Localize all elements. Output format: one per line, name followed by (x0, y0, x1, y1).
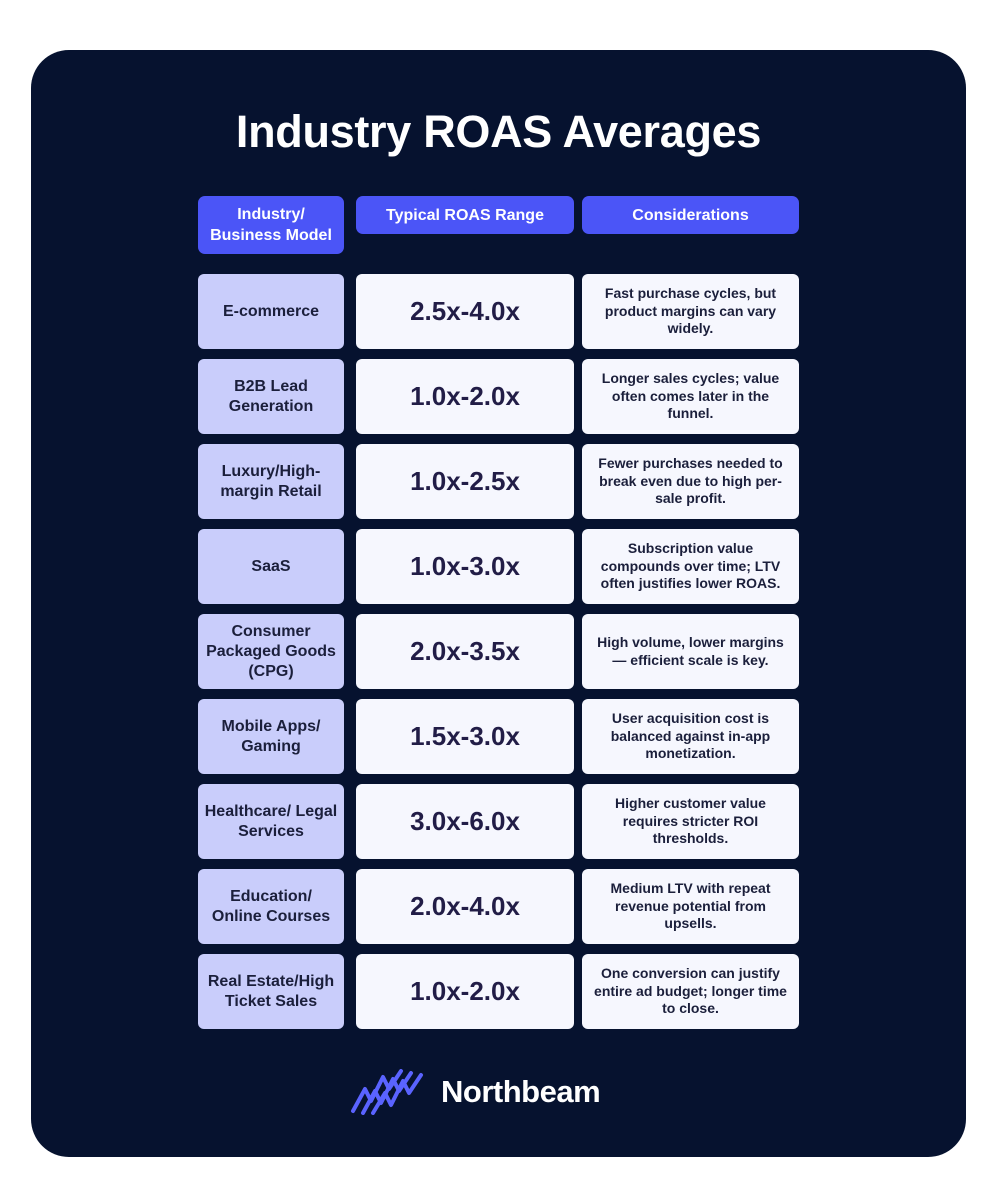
industry-cell: Healthcare/ Legal Services (198, 784, 344, 859)
considerations-cell: Higher customer value requires stricter … (582, 784, 799, 859)
industry-cell: Education/ Online Courses (198, 869, 344, 944)
considerations-cell: Fewer purchases needed to break even due… (582, 444, 799, 519)
table-row: Real Estate/High Ticket Sales 1.0x-2.0x … (31, 954, 966, 1029)
considerations-cell: One conversion can justify entire ad bud… (582, 954, 799, 1029)
table-row: Healthcare/ Legal Services 3.0x-6.0x Hig… (31, 784, 966, 859)
considerations-cell: User acquisition cost is balanced agains… (582, 699, 799, 774)
industry-cell: Mobile Apps/ Gaming (198, 699, 344, 774)
industry-cell: Luxury/High-margin Retail (198, 444, 344, 519)
northbeam-logo: Northbeam (349, 1068, 601, 1116)
table-row: B2B Lead Generation 1.0x-2.0x Longer sal… (31, 359, 966, 434)
roas-range-cell: 2.0x-3.5x (356, 614, 574, 689)
industry-cell: Consumer Packaged Goods (CPG) (198, 614, 344, 689)
header-industry: Industry/ Business Model (198, 196, 344, 254)
roas-range-cell: 3.0x-6.0x (356, 784, 574, 859)
industry-cell: Real Estate/High Ticket Sales (198, 954, 344, 1029)
brand-name: Northbeam (441, 1074, 601, 1109)
considerations-cell: Medium LTV with repeat revenue potential… (582, 869, 799, 944)
roas-range-cell: 1.0x-2.0x (356, 954, 574, 1029)
table-row: Luxury/High-margin Retail 1.0x-2.5x Fewe… (31, 444, 966, 519)
table-row: E-commerce 2.5x-4.0x Fast purchase cycle… (31, 274, 966, 349)
header-roas-range: Typical ROAS Range (356, 196, 574, 234)
industry-cell: SaaS (198, 529, 344, 604)
considerations-cell: Subscription value compounds over time; … (582, 529, 799, 604)
table-row: Consumer Packaged Goods (CPG) 2.0x-3.5x … (31, 614, 966, 689)
considerations-cell: Longer sales cycles; value often comes l… (582, 359, 799, 434)
table-row: SaaS 1.0x-3.0x Subscription value compou… (31, 529, 966, 604)
roas-range-cell: 2.0x-4.0x (356, 869, 574, 944)
infographic-card: Industry ROAS Averages Industry/ Busines… (31, 50, 966, 1157)
page-title: Industry ROAS Averages (235, 106, 762, 157)
considerations-cell: High volume, lower margins — efficient s… (582, 614, 799, 689)
industry-cell: B2B Lead Generation (198, 359, 344, 434)
roas-range-cell: 1.0x-2.5x (356, 444, 574, 519)
considerations-cell: Fast purchase cycles, but product margin… (582, 274, 799, 349)
roas-range-cell: 2.5x-4.0x (356, 274, 574, 349)
roas-range-cell: 1.0x-2.0x (356, 359, 574, 434)
northbeam-logo-icon (349, 1069, 427, 1115)
roas-range-cell: 1.5x-3.0x (356, 699, 574, 774)
table-row: Education/ Online Courses 2.0x-4.0x Medi… (31, 869, 966, 944)
header-considerations: Considerations (582, 196, 799, 234)
table-row: Mobile Apps/ Gaming 1.5x-3.0x User acqui… (31, 699, 966, 774)
industry-cell: E-commerce (198, 274, 344, 349)
roas-range-cell: 1.0x-3.0x (356, 529, 574, 604)
